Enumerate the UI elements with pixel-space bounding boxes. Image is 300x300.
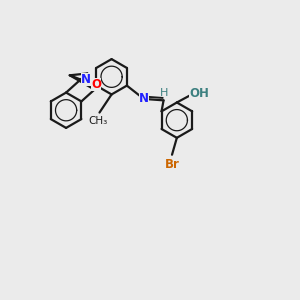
Text: CH₃: CH₃	[88, 116, 108, 126]
Text: N: N	[140, 92, 149, 105]
Text: H: H	[160, 88, 168, 98]
Text: N: N	[81, 73, 91, 86]
Text: O: O	[91, 78, 101, 91]
Text: OH: OH	[189, 87, 209, 100]
Text: Br: Br	[165, 158, 179, 171]
